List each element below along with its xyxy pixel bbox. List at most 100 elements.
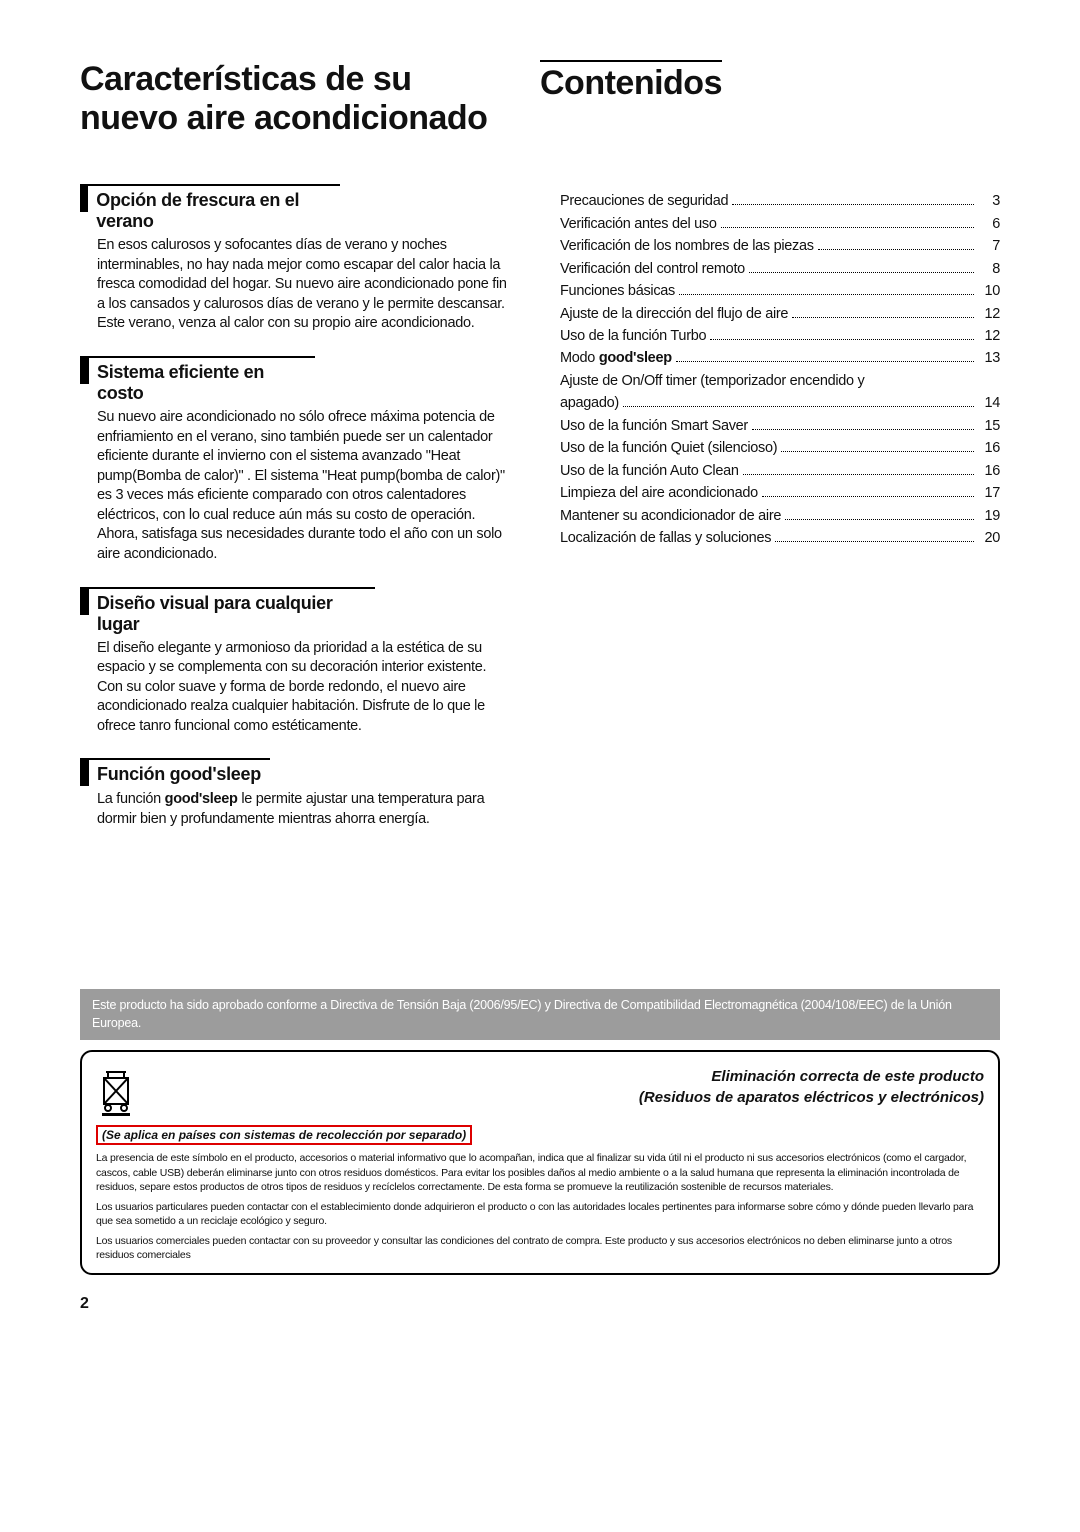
toc-page-number: 7	[978, 235, 1000, 257]
toc-row: Verificación antes del uso 6	[560, 213, 1000, 235]
eu-directive-note: Este producto ha sido aprobado conforme …	[80, 989, 1000, 1040]
toc-column: Precauciones de seguridad3Verificación a…	[560, 162, 1000, 829]
table-of-contents: Precauciones de seguridad3Verificación a…	[560, 190, 1000, 550]
toc-row: Funciones básicas 10	[560, 280, 1000, 302]
toc-row: Uso de la función Auto Clean 16	[560, 460, 1000, 482]
toc-leader-dots	[732, 204, 974, 205]
toc-page-number: 14	[978, 392, 1000, 414]
feature-bar-icon	[80, 358, 89, 384]
toc-label: Limpieza del aire acondicionado	[560, 482, 758, 504]
toc-leader-dots	[676, 361, 974, 362]
toc-leader-dots	[679, 294, 974, 295]
feature-title: Función good'sleep	[97, 760, 261, 785]
feature-body: La función good'sleep le permite ajustar…	[80, 790, 510, 829]
toc-leader-dots	[775, 541, 974, 542]
toc-label: Uso de la función Auto Clean	[560, 460, 739, 482]
toc-label: Funciones básicas	[560, 280, 675, 302]
toc-label: Uso de la función Smart Saver	[560, 415, 748, 437]
toc-page-number: 16	[978, 460, 1000, 482]
toc-leader-dots	[721, 227, 974, 228]
toc-leader-dots	[781, 451, 974, 452]
toc-label: Verificación del control remoto	[560, 258, 745, 280]
toc-label: Precauciones de seguridad	[560, 190, 728, 212]
toc-page-number: 6	[978, 213, 1000, 235]
toc-row: Limpieza del aire acondicionado 17	[560, 482, 1000, 504]
manual-page: Características de su nuevo aire acondic…	[80, 60, 1000, 1313]
toc-label: Uso de la función Quiet (silencioso)	[560, 437, 777, 459]
toc-leader-dots	[762, 496, 974, 497]
feature-body: Su nuevo aire acondicionado no sólo ofre…	[80, 408, 510, 565]
title-contents-wrap: Contenidos	[540, 60, 722, 103]
toc-page-number: 13	[978, 347, 1000, 369]
toc-row: Ajuste de la dirección del flujo de aire…	[560, 303, 1000, 325]
disposal-body: La presencia de este símbolo en el produ…	[96, 1151, 984, 1262]
toc-label: Mantener su acondicionador de aire	[560, 505, 781, 527]
toc-row: Verificación del control remoto 8	[560, 258, 1000, 280]
toc-row: Uso de la función Turbo 12	[560, 325, 1000, 347]
toc-page-number: 12	[978, 303, 1000, 325]
toc-page-number: 15	[978, 415, 1000, 437]
toc-row: Mantener su acondicionador de aire 19	[560, 505, 1000, 527]
toc-row: Ajuste de On/Off timer (temporizador enc…	[560, 370, 1000, 392]
disposal-p3: Los usuarios comerciales pueden contacta…	[96, 1234, 984, 1262]
feature-body: En esos calurosos y sofocantes días de v…	[80, 236, 510, 334]
feature-title: Sistema eficiente en costo	[97, 358, 315, 404]
disposal-top-row: Eliminación correcta de este producto (R…	[96, 1064, 984, 1121]
toc-leader-dots	[785, 519, 974, 520]
toc-row: Verificación de los nombres de las pieza…	[560, 235, 1000, 257]
toc-row: apagado)14	[560, 392, 1000, 414]
toc-leader-dots	[749, 272, 974, 273]
title-features: Características de su nuevo aire acondic…	[80, 60, 510, 138]
disposal-p1: La presencia de este símbolo en el produ…	[96, 1151, 984, 1194]
feature-bar-icon	[80, 186, 88, 212]
feature-block: Función good'sleep La función good'sleep …	[80, 758, 510, 829]
disposal-heading-1: Eliminación correcta de este producto	[150, 1066, 984, 1087]
toc-row: Localización de fallas y soluciones 20	[560, 527, 1000, 549]
toc-label: Uso de la función Turbo	[560, 325, 706, 347]
toc-leader-dots	[752, 429, 974, 430]
page-number: 2	[80, 1295, 1000, 1313]
toc-label: Verificación de los nombres de las pieza…	[560, 235, 814, 257]
toc-leader-dots	[743, 474, 974, 475]
toc-page-number: 12	[978, 325, 1000, 347]
toc-page-number: 19	[978, 505, 1000, 527]
toc-label: Modo good'sleep	[560, 347, 672, 369]
toc-page-number: 8	[978, 258, 1000, 280]
disposal-red-note: (Se aplica en países con sistemas de rec…	[96, 1125, 472, 1145]
feature-title: Opción de frescura en el verano	[96, 186, 340, 232]
toc-leader-dots	[710, 339, 974, 340]
toc-row: Precauciones de seguridad 3	[560, 190, 1000, 212]
feature-block: Opción de frescura en el veranoEn esos c…	[80, 184, 510, 334]
feature-head: Sistema eficiente en costo	[80, 356, 315, 404]
feature-block: Diseño visual para cualquier lugarEl dis…	[80, 587, 510, 737]
feature-title: Diseño visual para cualquier lugar	[97, 589, 375, 635]
feature-head: Función good'sleep	[80, 758, 270, 786]
toc-label: Ajuste de la dirección del flujo de aire	[560, 303, 788, 325]
feature-head: Diseño visual para cualquier lugar	[80, 587, 375, 635]
toc-page-number: 3	[978, 190, 1000, 212]
toc-leader-dots	[623, 406, 974, 407]
toc-row: Uso de la función Smart Saver 15	[560, 415, 1000, 437]
toc-label: Verificación antes del uso	[560, 213, 717, 235]
toc-leader-dots	[792, 317, 974, 318]
toc-page-number: 10	[978, 280, 1000, 302]
disposal-heading-2: (Residuos de aparatos eléctricos y elect…	[150, 1087, 984, 1108]
disposal-p2: Los usuarios particulares pueden contact…	[96, 1200, 984, 1228]
disposal-headings: Eliminación correcta de este producto (R…	[150, 1066, 984, 1108]
weee-icon	[96, 1064, 136, 1121]
toc-row: Modo good'sleep 13	[560, 347, 1000, 369]
toc-label: Ajuste de On/Off timer (temporizador enc…	[560, 370, 865, 392]
feature-bar-icon	[80, 760, 89, 786]
feature-block: Sistema eficiente en costoSu nuevo aire …	[80, 356, 510, 565]
two-column-layout: Opción de frescura en el veranoEn esos c…	[80, 162, 1000, 829]
feature-body: El diseño elegante y armonioso da priori…	[80, 639, 510, 737]
feature-head: Opción de frescura en el verano	[80, 184, 340, 232]
title-contents: Contenidos	[540, 60, 722, 103]
toc-page-number: 17	[978, 482, 1000, 504]
features-column: Opción de frescura en el veranoEn esos c…	[80, 162, 510, 829]
toc-page-number: 20	[978, 527, 1000, 549]
toc-label: Localización de fallas y soluciones	[560, 527, 771, 549]
toc-page-number: 16	[978, 437, 1000, 459]
disposal-red-note-wrap: (Se aplica en países con sistemas de rec…	[96, 1121, 984, 1145]
feature-bar-icon	[80, 589, 89, 615]
